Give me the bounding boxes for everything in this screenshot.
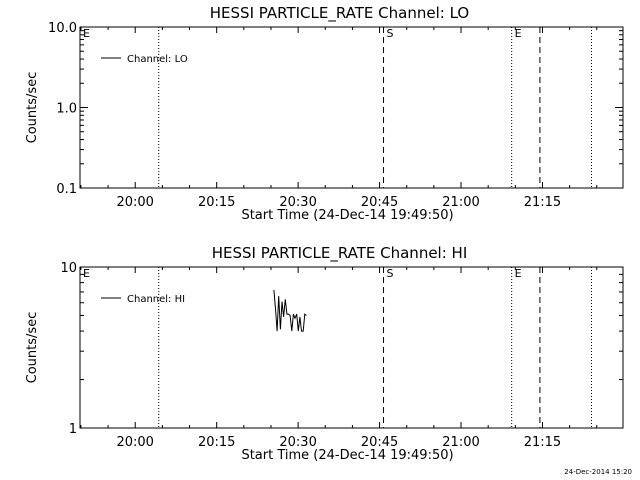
y-axis-label: Counts/sec: [25, 312, 40, 384]
chart-title: HESSI PARTICLE_RATE Channel: HI: [212, 244, 468, 263]
event-marker: S: [387, 27, 394, 40]
event-marker: E: [515, 27, 522, 40]
legend-label: Channel: LO: [127, 54, 188, 65]
x-tick-label: 21:15: [524, 435, 561, 450]
event-marker: E: [83, 267, 90, 280]
x-tick-label: 20:15: [198, 195, 235, 210]
x-axis-label: Start Time (24-Dec-14 19:49:50): [241, 208, 453, 223]
x-tick-label: 20:30: [279, 195, 316, 210]
event-marker: E: [83, 27, 90, 40]
x-tick-label: 20:45: [361, 435, 398, 450]
x-tick-label: 20:30: [279, 435, 316, 450]
plot-frame: [79, 26, 624, 189]
y-tick-label: 10: [60, 261, 77, 276]
y-tick-label: 0.1: [56, 182, 77, 197]
x-tick-label: 21:15: [524, 195, 561, 210]
plot-frame: [79, 266, 624, 429]
y-tick-label: 1: [69, 422, 77, 437]
x-tick-label: 20:15: [198, 435, 235, 450]
x-axis-label: Start Time (24-Dec-14 19:49:50): [241, 448, 453, 463]
series-line-hi: [273, 289, 307, 332]
hi-channel-panel: HESSI PARTICLE_RATE Channel: HI E S E 20:00 2…: [25, 244, 624, 463]
lo-channel-panel: HESSI PARTICLE_RATE Channel: LO E S E 20:00 2…: [25, 4, 624, 223]
y-axis-label: Counts/sec: [25, 72, 40, 144]
y-tick-label: 1.0: [56, 102, 77, 117]
chart-title: HESSI PARTICLE_RATE Channel: LO: [210, 4, 469, 23]
y-tick-label: 10.0: [48, 21, 77, 36]
x-tick-label: 20:00: [116, 435, 153, 450]
x-tick-label: 20:00: [116, 195, 153, 210]
x-tick-label: 20:45: [361, 195, 398, 210]
plot-timestamp: 24-Dec-2014 15:20: [564, 468, 632, 476]
x-tick-label: 21:00: [442, 435, 479, 450]
event-marker: E: [515, 267, 522, 280]
event-marker: S: [387, 267, 394, 280]
legend-label: Channel: HI: [127, 294, 185, 305]
x-tick-label: 21:00: [442, 195, 479, 210]
